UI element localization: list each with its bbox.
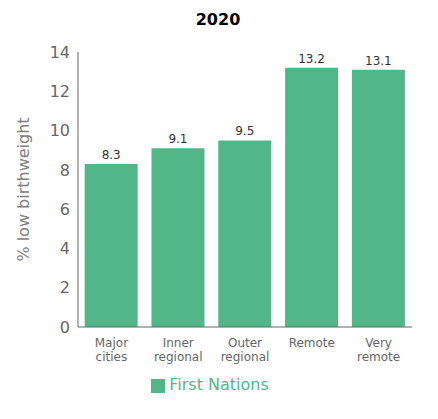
svg-text:Majorcities: Majorcities: [95, 336, 128, 364]
svg-text:4: 4: [60, 239, 70, 258]
svg-text:% low birthweight: % low birthweight: [14, 117, 33, 261]
svg-text:10: 10: [50, 121, 70, 140]
svg-text:0: 0: [60, 318, 70, 337]
svg-text:2: 2: [60, 278, 70, 297]
svg-text:13.1: 13.1: [365, 54, 392, 68]
svg-text:6: 6: [60, 200, 70, 219]
svg-text:8.3: 8.3: [102, 148, 121, 162]
svg-text:Veryremote: Veryremote: [357, 336, 400, 364]
svg-text:12: 12: [50, 82, 70, 101]
svg-text:13.2: 13.2: [298, 52, 325, 66]
svg-text:Innerregional: Innerregional: [154, 336, 203, 364]
html-text:2020: 2020: [195, 10, 241, 29]
html-text:First Nations: First Nations: [169, 375, 269, 394]
svg-text:8: 8: [60, 161, 70, 180]
svg-text:Remote: Remote: [289, 336, 335, 350]
svg-text:Outerregional: Outerregional: [221, 336, 270, 364]
svg-text:14: 14: [50, 43, 70, 62]
svg-text:9.1: 9.1: [168, 132, 187, 146]
svg-text:9.5: 9.5: [235, 124, 254, 138]
